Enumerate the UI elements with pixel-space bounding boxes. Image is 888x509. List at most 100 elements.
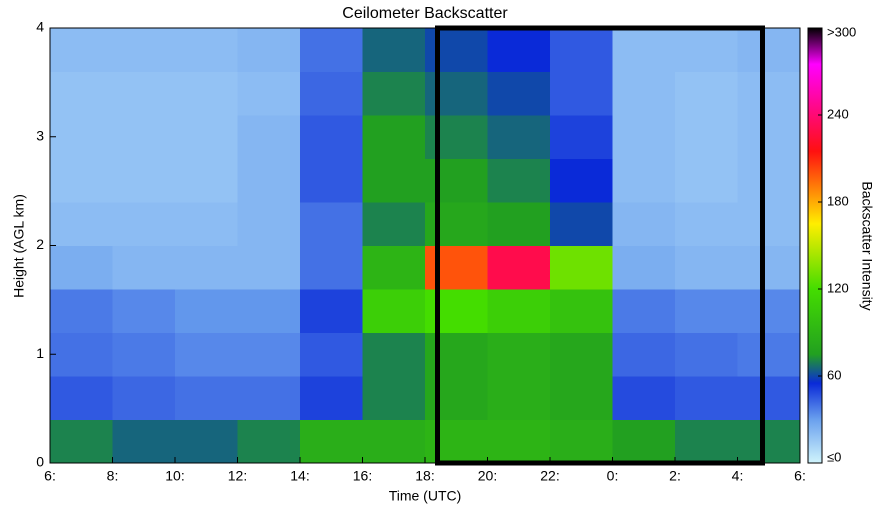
colorbar-tick-label: 120 <box>827 280 849 295</box>
colorbar-label: Backscatter Intensity <box>859 181 875 310</box>
x-tick-label: 0: <box>607 468 619 484</box>
heat-cell <box>112 289 176 333</box>
heat-cell <box>175 376 238 420</box>
heat-cell <box>550 332 613 377</box>
heat-cell <box>362 71 426 116</box>
heat-cell <box>487 158 551 203</box>
heat-cell <box>612 419 676 464</box>
colorbar-tick-label: ≤0 <box>827 449 841 464</box>
x-tick-label: 16: <box>353 468 372 484</box>
y-tick-label: 2 <box>36 236 44 252</box>
heat-cell <box>237 158 301 203</box>
heat-cell <box>50 332 113 377</box>
heat-cell <box>237 115 301 159</box>
heat-cell <box>112 376 176 420</box>
heat-cell <box>237 376 301 420</box>
x-axis-label: Time (UTC) <box>389 488 462 504</box>
heat-cell <box>175 289 238 333</box>
heat-cell <box>612 202 676 246</box>
heat-cell <box>362 158 426 203</box>
heat-cell <box>175 158 238 203</box>
heat-cell <box>300 115 363 159</box>
heat-cell <box>425 158 488 203</box>
heat-cell <box>112 202 176 246</box>
heat-cell <box>675 376 738 420</box>
y-tick-label: 4 <box>36 19 44 35</box>
heat-cell <box>50 376 113 420</box>
heat-cell <box>737 28 801 72</box>
heat-cell <box>550 71 613 116</box>
heat-cell <box>112 245 176 290</box>
heat-cell <box>737 245 801 290</box>
y-axis-label: Height (AGL km) <box>11 194 27 298</box>
heat-cell <box>50 158 113 203</box>
heat-cell <box>300 71 363 116</box>
heat-cell <box>675 245 738 290</box>
heat-cell <box>487 245 551 290</box>
heat-cell <box>175 332 238 377</box>
heat-cell <box>550 202 613 246</box>
heat-cell <box>237 28 301 72</box>
y-tick-label: 3 <box>36 127 44 143</box>
heat-cell <box>50 289 113 333</box>
heat-cell <box>175 245 238 290</box>
heat-cell <box>612 332 676 377</box>
y-tick-label: 0 <box>36 454 44 470</box>
heat-cell <box>550 158 613 203</box>
heat-cell <box>300 245 363 290</box>
heat-cell <box>50 71 113 116</box>
heat-cell <box>612 289 676 333</box>
x-tick-label: 10: <box>165 468 184 484</box>
heat-cell <box>425 245 488 290</box>
heat-cell <box>612 158 676 203</box>
heat-cell <box>550 419 613 464</box>
x-tick-label: 2: <box>669 468 681 484</box>
heat-cell <box>550 245 613 290</box>
heat-cell <box>550 289 613 333</box>
heat-cell <box>237 71 301 116</box>
heat-cell <box>425 289 488 333</box>
heat-cell <box>487 332 551 377</box>
heat-cell <box>612 71 676 116</box>
heat-cell <box>237 289 301 333</box>
x-tick-label: 14: <box>290 468 309 484</box>
colorbar-tick-label: 180 <box>827 193 849 208</box>
heat-cell <box>550 28 613 72</box>
heat-cell <box>300 28 363 72</box>
heat-cell <box>487 28 551 72</box>
heat-cell <box>362 245 426 290</box>
heat-cell <box>175 419 238 464</box>
heat-cell <box>550 115 613 159</box>
heat-cell <box>300 376 363 420</box>
heat-cell <box>237 419 301 464</box>
heat-cell <box>425 202 488 246</box>
heat-cell <box>237 245 301 290</box>
x-tick-label: 6: <box>44 468 56 484</box>
heat-cell <box>362 115 426 159</box>
heat-cell <box>300 202 363 246</box>
heat-cell <box>300 419 363 464</box>
heat-cell <box>425 71 488 116</box>
x-tick-label: 18: <box>415 468 434 484</box>
colorbar <box>807 27 823 464</box>
x-tick-label: 8: <box>107 468 119 484</box>
heat-cell <box>487 71 551 116</box>
heat-cell <box>737 71 801 116</box>
x-tick-label: 20: <box>478 468 497 484</box>
heat-cell <box>50 28 113 72</box>
heat-cell <box>675 202 738 246</box>
heat-cell <box>487 115 551 159</box>
colorbar-tick-label: 240 <box>827 106 849 121</box>
chart-title: Ceilometer Backscatter <box>342 5 508 22</box>
heat-cell <box>362 202 426 246</box>
heat-cell <box>675 115 738 159</box>
heat-cell <box>112 115 176 159</box>
heat-cell <box>112 332 176 377</box>
heat-cell <box>112 419 176 464</box>
heat-cell <box>487 419 551 464</box>
heat-cell <box>50 419 113 464</box>
heat-cell <box>112 28 176 72</box>
heat-cell <box>112 71 176 116</box>
heat-cell <box>175 28 238 72</box>
